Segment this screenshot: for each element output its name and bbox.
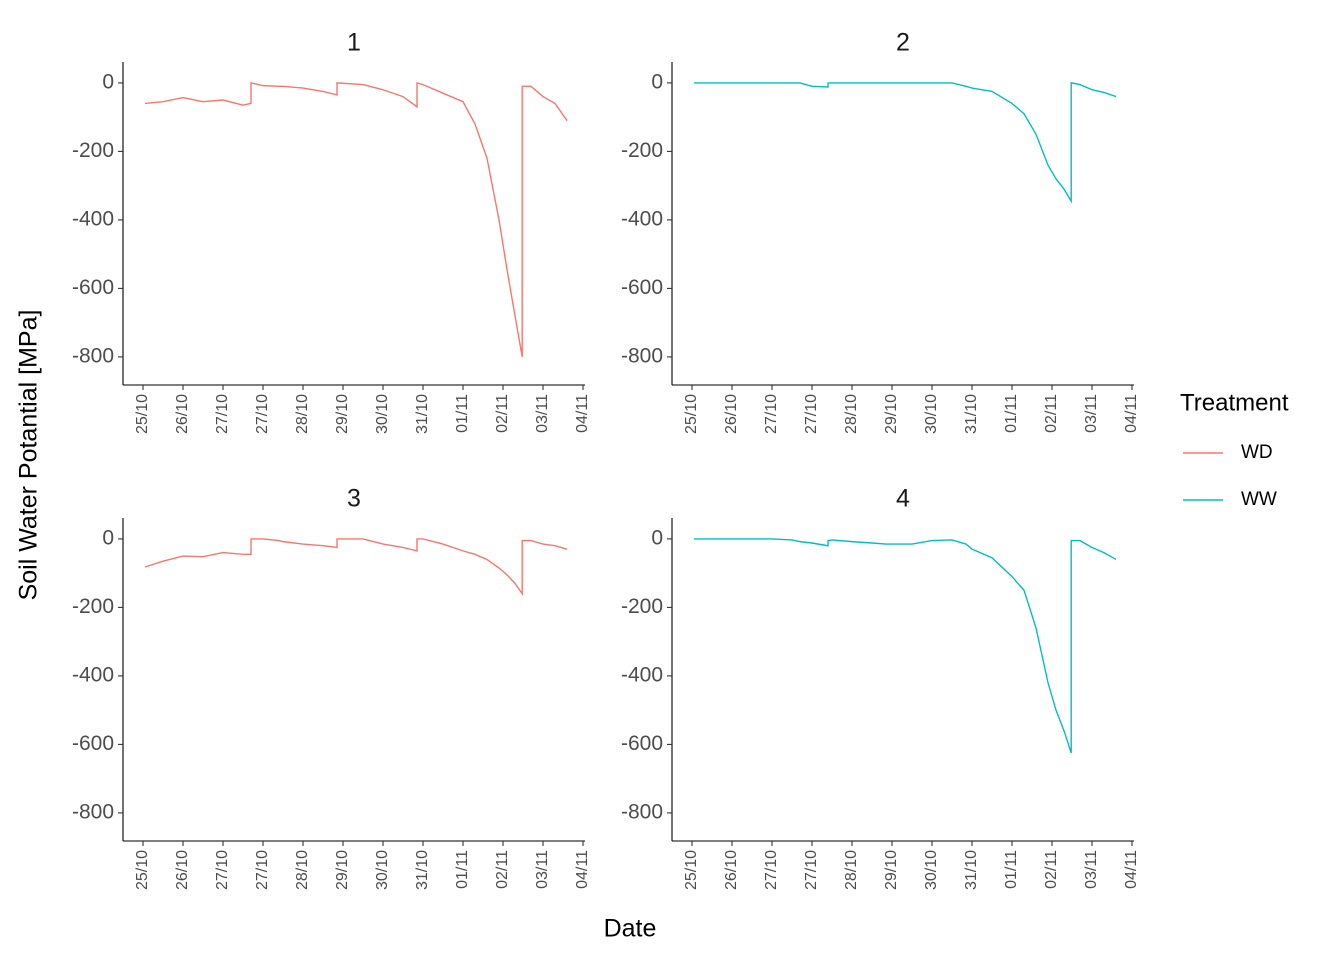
y-tick-label: 0 <box>102 526 114 549</box>
x-axis-label: Date <box>604 915 657 943</box>
legend-label: WD <box>1241 442 1273 463</box>
x-tick-label: 03/11 <box>534 394 551 433</box>
x-tick-label: 03/11 <box>1083 394 1100 433</box>
x-tick-label: 03/11 <box>1083 850 1100 889</box>
x-tick-label: 02/11 <box>494 850 511 889</box>
y-tick-label: -200 <box>621 139 663 162</box>
x-tick-label: 26/10 <box>723 394 740 434</box>
x-tick-label: 04/11 <box>574 850 591 889</box>
y-tick-label: -600 <box>72 276 114 299</box>
legend-title: Treatment <box>1180 389 1289 416</box>
x-tick-label: 02/11 <box>1043 850 1060 889</box>
x-tick-label: 25/10 <box>683 850 700 890</box>
y-tick-label: -400 <box>72 663 114 686</box>
x-tick-label: 01/11 <box>454 850 471 889</box>
facet-title: 1 <box>347 29 361 57</box>
y-axis-label: Soil Water Potantial [MPa] <box>15 310 43 601</box>
y-tick-label: 0 <box>651 70 663 93</box>
data-line <box>694 82 1117 204</box>
x-tick-label: 25/10 <box>134 394 151 434</box>
x-tick-label: 29/10 <box>883 394 900 434</box>
y-tick-label: -800 <box>72 344 114 367</box>
x-tick-label: 31/10 <box>414 850 431 890</box>
x-tick-label: 27/10 <box>214 394 231 434</box>
x-tick-label: 01/11 <box>1003 394 1020 433</box>
x-tick-label: 31/10 <box>963 850 980 890</box>
x-tick-label: 01/11 <box>454 394 471 433</box>
x-tick-label: 27/10 <box>763 850 780 890</box>
x-tick-label: 27/10 <box>214 850 231 890</box>
x-tick-label: 30/10 <box>374 850 391 890</box>
x-tick-label: 02/11 <box>1043 394 1060 433</box>
y-tick-label: -200 <box>72 139 114 162</box>
y-tick-label: -600 <box>621 276 663 299</box>
x-tick-label: 28/10 <box>294 394 311 434</box>
y-tick-label: -600 <box>621 732 663 755</box>
y-tick-label: 0 <box>102 70 114 93</box>
x-tick-label: 26/10 <box>174 850 191 890</box>
x-tick-label: 26/10 <box>174 394 191 434</box>
facet-title: 3 <box>347 485 361 513</box>
legend-label: WW <box>1241 489 1277 510</box>
x-tick-label: 30/10 <box>923 394 940 434</box>
x-tick-label: 28/10 <box>843 850 860 890</box>
x-tick-label: 29/10 <box>334 850 351 890</box>
x-tick-label: 27/10 <box>254 850 271 890</box>
data-line <box>144 538 568 596</box>
x-tick-label: 30/10 <box>374 394 391 434</box>
x-tick-label: 27/10 <box>763 394 780 434</box>
x-tick-label: 29/10 <box>883 850 900 890</box>
y-tick-label: -400 <box>621 207 663 230</box>
x-tick-label: 28/10 <box>294 850 311 890</box>
x-tick-label: 25/10 <box>683 394 700 434</box>
y-tick-label: -600 <box>72 732 114 755</box>
x-tick-label: 28/10 <box>843 394 860 434</box>
x-tick-label: 31/10 <box>414 394 431 434</box>
x-tick-label: 29/10 <box>334 394 351 434</box>
x-tick-label: 02/11 <box>494 394 511 433</box>
x-tick-label: 30/10 <box>923 850 940 890</box>
x-tick-label: 27/10 <box>254 394 271 434</box>
y-tick-label: -400 <box>72 207 114 230</box>
x-tick-label: 03/11 <box>534 850 551 889</box>
x-tick-label: 27/10 <box>803 850 820 890</box>
x-tick-label: 04/11 <box>574 394 591 433</box>
x-tick-label: 04/11 <box>1123 394 1140 433</box>
y-tick-label: -400 <box>621 663 663 686</box>
facet-title: 2 <box>896 29 910 57</box>
y-tick-label: -800 <box>621 344 663 367</box>
y-tick-label: -800 <box>72 800 114 823</box>
facet-title: 4 <box>896 485 910 513</box>
x-tick-label: 25/10 <box>134 850 151 890</box>
data-line <box>144 81 568 358</box>
x-tick-label: 31/10 <box>963 394 980 434</box>
y-tick-label: -200 <box>621 595 663 618</box>
y-tick-label: -200 <box>72 595 114 618</box>
x-tick-label: 27/10 <box>803 394 820 434</box>
y-tick-label: 0 <box>651 526 663 549</box>
y-tick-label: -800 <box>621 800 663 823</box>
data-line <box>694 538 1117 754</box>
x-tick-label: 04/11 <box>1123 850 1140 889</box>
x-tick-label: 01/11 <box>1003 850 1020 889</box>
x-tick-label: 26/10 <box>723 850 740 890</box>
